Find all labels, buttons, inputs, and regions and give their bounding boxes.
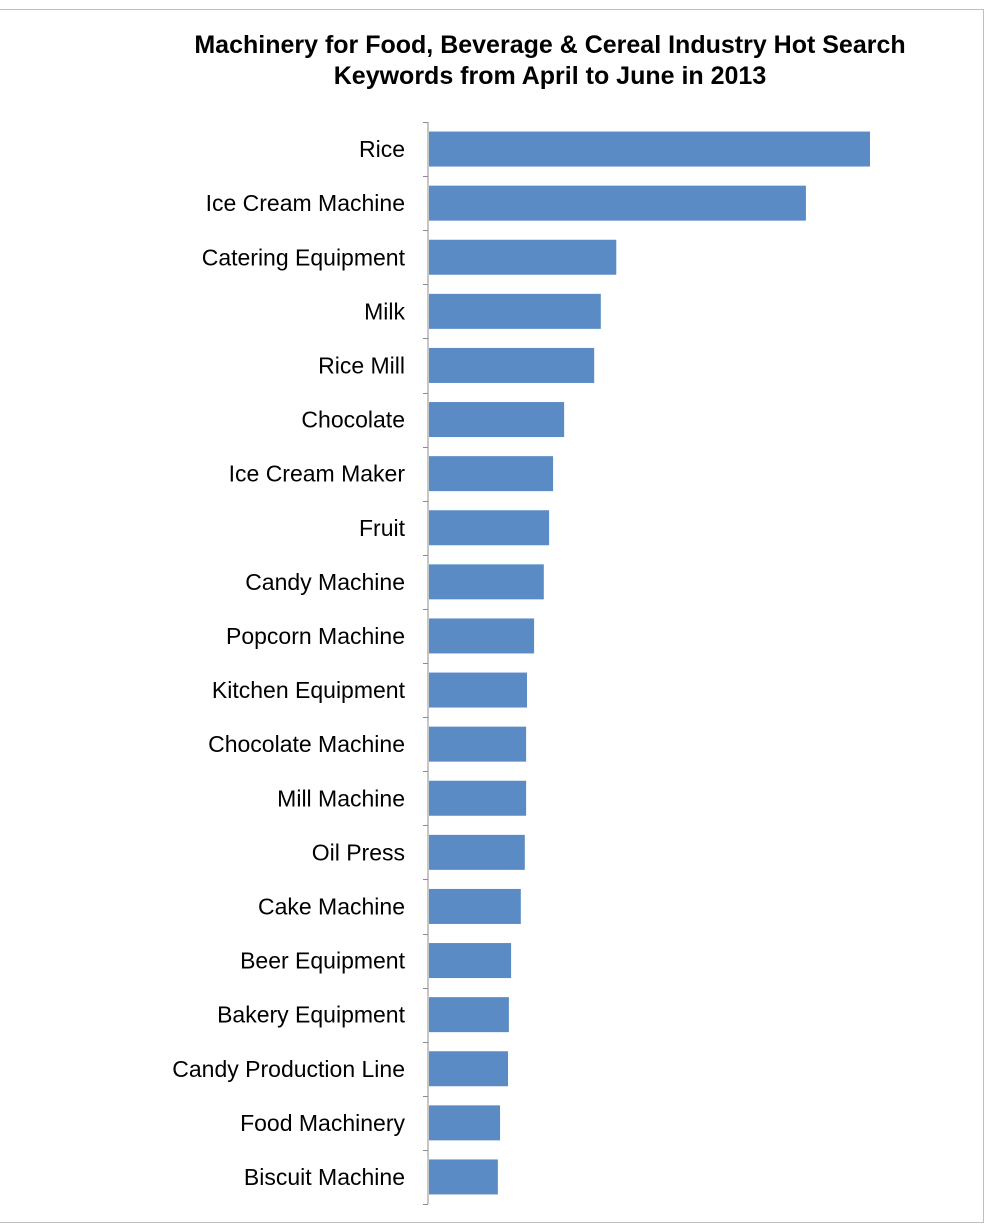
bar-kitchen-equipment — [429, 672, 528, 708]
category-label: Mill Machine — [277, 785, 405, 811]
category-label: Kitchen Equipment — [212, 677, 406, 703]
category-label: Fruit — [359, 515, 406, 541]
category-label: Candy Production Line — [172, 1056, 405, 1082]
category-label: Milk — [364, 298, 405, 324]
category-label: Popcorn Machine — [226, 623, 405, 649]
category-label: Chocolate — [301, 407, 405, 433]
category-label: Rice — [359, 136, 405, 162]
category-label: Oil Press — [312, 839, 405, 865]
category-label: Beer Equipment — [240, 948, 406, 974]
bar-fruit — [429, 510, 550, 546]
bar-milk — [429, 293, 601, 329]
category-label: Ice Cream Maker — [229, 461, 406, 487]
bar-oil-press — [429, 834, 525, 870]
bar-rice-mill — [429, 347, 595, 383]
bar-biscuit-machine — [429, 1159, 498, 1195]
chart-title-line-2: Keywords from April to June in 2013 — [333, 62, 767, 90]
bar-ice-cream-maker — [429, 456, 554, 492]
bar-food-machinery — [429, 1105, 501, 1141]
chart-title: Machinery for Food, Beverage & Cereal In… — [140, 30, 960, 92]
category-label: Ice Cream Machine — [206, 190, 405, 216]
bar-cake-machine — [429, 888, 521, 924]
category-label: Food Machinery — [240, 1110, 405, 1136]
bar-chocolate — [429, 402, 565, 438]
category-label: Candy Machine — [245, 569, 405, 595]
bar-beer-equipment — [429, 943, 512, 979]
chart-title-line-1: Machinery for Food, Beverage & Cereal In… — [194, 31, 906, 59]
bar-catering-equipment — [429, 239, 617, 275]
category-label: Catering Equipment — [202, 244, 406, 270]
category-label: Biscuit Machine — [244, 1164, 405, 1190]
bar-popcorn-machine — [429, 618, 535, 654]
bar-chocolate-machine — [429, 726, 527, 762]
bar-ice-cream-machine — [429, 185, 806, 221]
bar-candy-machine — [429, 564, 544, 600]
category-label: Rice Mill — [318, 352, 405, 378]
bar-bakery-equipment — [429, 997, 509, 1033]
category-label: Chocolate Machine — [208, 731, 405, 757]
bar-candy-production-line — [429, 1051, 509, 1087]
category-label: Bakery Equipment — [217, 1002, 406, 1028]
bar-mill-machine — [429, 780, 527, 816]
bar-rice — [429, 131, 870, 167]
category-label: Cake Machine — [258, 893, 405, 919]
